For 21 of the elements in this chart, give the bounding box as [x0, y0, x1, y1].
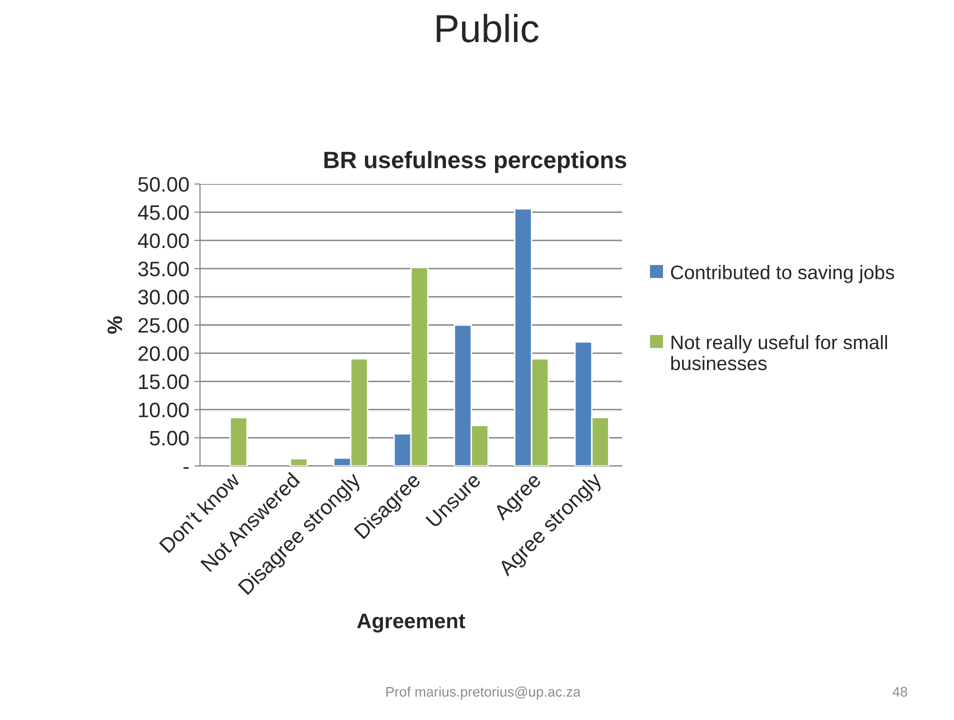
chart-title: Public	[436, 14, 538, 42]
y-tick-label: 40.00	[138, 233, 189, 248]
y-tick-label: 15.00	[139, 374, 189, 390]
legend-label: Not really useful for small businesses	[671, 335, 887, 370]
y-tick-label: 45.00	[138, 205, 189, 220]
legend-label: Contributed to saving jobs	[670, 265, 894, 284]
y-tick-label: 20.00	[138, 346, 189, 361]
text: Prof marius.pretorius@up.ac.za	[386, 686, 581, 700]
y-tick-label: 25.00	[138, 318, 189, 333]
y-tick-label: -	[184, 467, 189, 469]
y-tick-label: 10.00	[139, 402, 189, 418]
chart-subtitle: BR usefulness perceptions	[324, 150, 626, 174]
y-axis-title: %	[108, 316, 122, 334]
y-tick-label: 50.00	[138, 177, 189, 192]
bar	[290, 458, 308, 466]
y-tick-label: 5.00	[150, 430, 189, 446]
bar	[229, 416, 248, 466]
y-tick-label: 30.00	[138, 290, 189, 305]
text: 48	[892, 686, 908, 697]
y-tick-label: 35.00	[138, 262, 189, 276]
x-axis-title: Agreement	[357, 614, 466, 633]
